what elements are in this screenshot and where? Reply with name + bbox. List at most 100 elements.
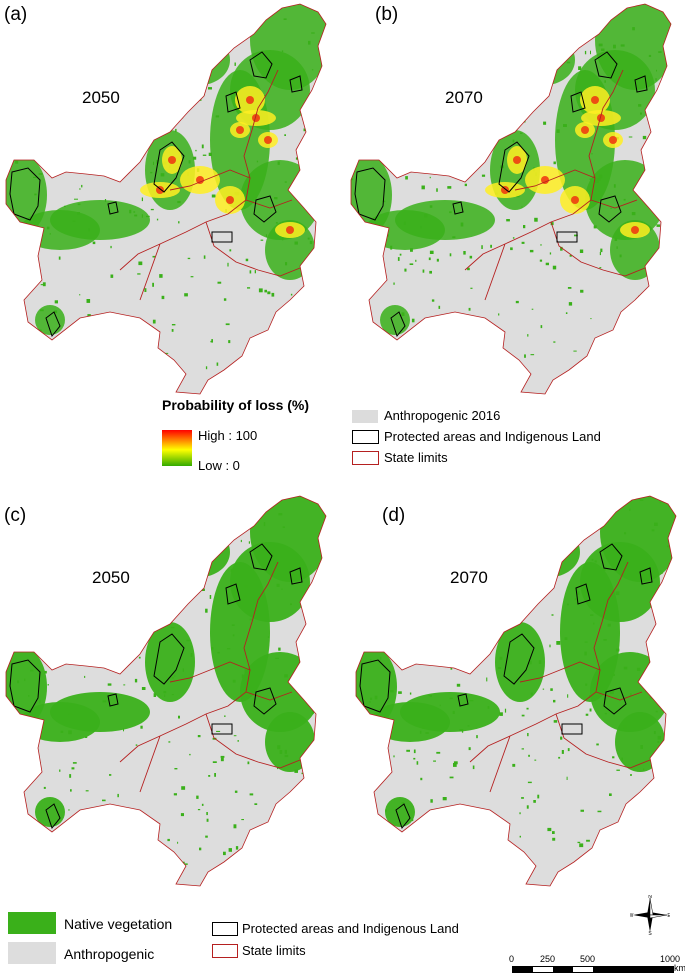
vegetation-fragment <box>129 87 132 89</box>
vegetation-fragment <box>150 171 153 174</box>
vegetation-fragment <box>659 502 662 504</box>
vegetation-fragment <box>579 843 584 848</box>
vegetation-fragment <box>4 96 5 98</box>
vegetation-fragment <box>163 102 168 106</box>
vegetation-fragment <box>68 601 72 603</box>
vegetation-patch <box>265 712 315 772</box>
vegetation-fragment <box>383 559 386 563</box>
vegetation-fragment <box>133 4 137 8</box>
probability-legend-low: Low : 0 <box>198 458 240 473</box>
vegetation-fragment <box>216 362 219 366</box>
vegetation-fragment <box>79 294 81 296</box>
vegetation-fragment <box>531 308 534 310</box>
scale-tick-1000: 1000 <box>660 954 681 964</box>
vegetation-fragment <box>395 47 399 51</box>
vegetation-fragment <box>543 121 547 125</box>
vegetation-fragment <box>669 698 673 701</box>
vegetation-fragment <box>603 6 606 10</box>
vegetation-fragment <box>438 305 441 309</box>
protected-area-outline <box>634 75 648 93</box>
vegetation-fragment <box>255 875 258 879</box>
scale-tick-500: 500 <box>580 954 596 964</box>
vegetation-fragment <box>616 246 618 249</box>
vegetation-fragment <box>41 613 43 616</box>
vegetation-fragment <box>22 567 24 571</box>
vegetation-fragment <box>211 551 213 554</box>
vegetation-fragment <box>290 312 292 315</box>
vegetation-fragment <box>224 715 226 717</box>
vegetation-fragment <box>409 561 412 566</box>
vegetation-fragment <box>564 637 568 640</box>
vegetation-fragment <box>229 513 233 516</box>
vegetation-fragment <box>159 274 163 278</box>
vegetation-fragment <box>87 314 91 317</box>
vegetation-fragment <box>595 179 599 183</box>
vegetation-fragment <box>21 512 23 515</box>
protected-areas-swatch-top <box>352 430 379 444</box>
vegetation-fragment <box>614 237 618 241</box>
vegetation-fragment <box>105 10 107 14</box>
vegetation-fragment <box>175 128 177 133</box>
vegetation-fragment <box>551 614 554 616</box>
vegetation-fragment <box>580 809 584 812</box>
vegetation-fragment <box>459 503 462 507</box>
vegetation-fragment <box>568 302 573 306</box>
vegetation-fragment <box>346 384 348 385</box>
vegetation-fragment <box>181 786 186 790</box>
vegetation-fragment <box>530 539 533 544</box>
vegetation-fragment <box>472 854 475 859</box>
vegetation-fragment <box>521 206 523 208</box>
vegetation-fragment <box>481 538 484 540</box>
vegetation-fragment <box>59 118 61 122</box>
vegetation-fragment <box>70 789 72 792</box>
vegetation-fragment <box>510 247 513 251</box>
vegetation-fragment <box>540 325 543 329</box>
vegetation-fragment <box>421 185 425 190</box>
vegetation-fragment <box>453 763 457 767</box>
vegetation-fragment <box>597 810 602 813</box>
vegetation-fragment <box>460 222 464 227</box>
high-loss-patch <box>631 226 639 234</box>
vegetation-fragment <box>109 774 112 776</box>
vegetation-fragment <box>487 142 490 144</box>
protected-area-outline <box>107 201 119 215</box>
vegetation-fragment <box>490 360 495 364</box>
vegetation-fragment <box>425 527 427 529</box>
protected-area-outline <box>211 231 233 243</box>
vegetation-fragment <box>367 379 372 382</box>
vegetation-fragment <box>59 769 61 772</box>
vegetation-fragment <box>475 817 478 821</box>
vegetation-fragment <box>193 582 196 586</box>
vegetation-fragment <box>506 851 508 853</box>
vegetation-fragment <box>105 866 109 870</box>
vegetation-fragment <box>308 40 311 45</box>
vegetation-fragment <box>247 761 250 765</box>
scale-unit: km <box>674 963 685 973</box>
vegetation-fragment <box>398 585 402 589</box>
vegetation-fragment <box>481 174 486 177</box>
vegetation-patch <box>395 200 495 240</box>
vegetation-fragment <box>316 701 319 704</box>
vegetation-fragment <box>224 868 227 873</box>
vegetation-fragment <box>651 529 655 532</box>
high-loss-patch <box>168 156 176 164</box>
vegetation-fragment <box>621 757 623 761</box>
vegetation-fragment <box>189 753 191 756</box>
vegetation-fragment <box>78 827 82 830</box>
protected-area-outline <box>598 195 622 223</box>
vegetation-fragment <box>566 776 568 780</box>
vegetation-fragment <box>284 134 286 136</box>
vegetation-fragment <box>137 273 141 275</box>
vegetation-fragment <box>507 596 510 599</box>
vegetation-fragment <box>663 799 667 803</box>
vegetation-fragment <box>441 90 443 93</box>
vegetation-fragment <box>144 288 147 292</box>
vegetation-fragment <box>429 270 432 274</box>
protected-area-outline <box>253 687 277 715</box>
vegetation-fragment <box>530 354 535 356</box>
vegetation-fragment <box>309 240 313 245</box>
protected-area-outline <box>452 201 464 215</box>
vegetation-fragment <box>140 725 143 729</box>
vegetation-fragment <box>182 861 185 864</box>
vegetation-fragment <box>58 256 61 260</box>
